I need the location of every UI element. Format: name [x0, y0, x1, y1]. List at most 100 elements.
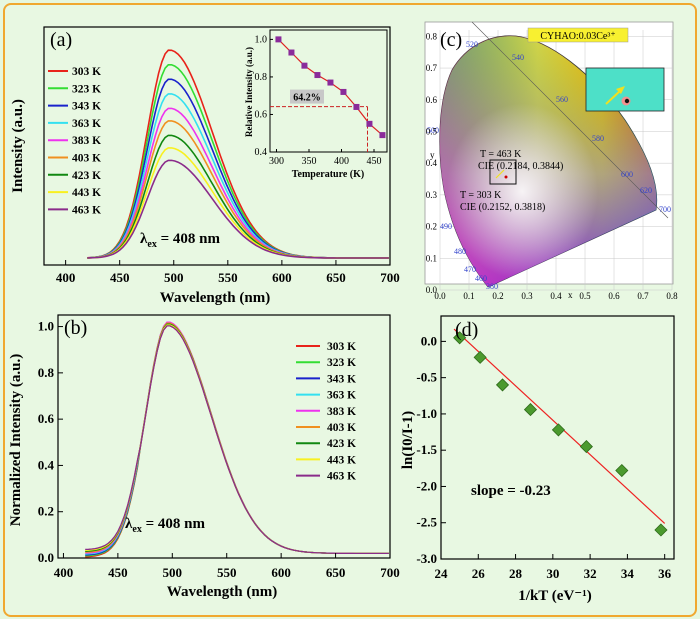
panel-a-x-tick-label: 600: [272, 270, 292, 285]
inset-reference-box: [290, 89, 324, 104]
panel-a-legend-label: 363 K: [72, 118, 101, 130]
panel-d-plot-frame: [440, 315, 675, 560]
inset-y-tick-label: 1.0: [255, 34, 268, 45]
panel-b-series-463K: [85, 325, 389, 555]
cie-x-tick-label: 0.4: [550, 291, 562, 301]
cie-x-tick-label: 0.8: [666, 291, 678, 301]
panel-a-legend-label: 423 K: [72, 170, 101, 182]
panel-a-legend-label: 463 K: [72, 204, 101, 216]
panel-a-legend-label: 323 K: [72, 83, 101, 95]
cie-x-tick-label: 0.0: [434, 291, 446, 301]
inset-marker: [314, 72, 321, 79]
cie-wavelength-label: 700: [659, 205, 671, 214]
panel-b-y-tick-label: 0.2: [38, 504, 54, 519]
panel-d-data-point: [473, 350, 487, 364]
cie-y-tick-label: 0.4: [426, 158, 438, 168]
panel-d-x-tick-label: 30: [546, 566, 559, 581]
cie-x-tick-label: 0.3: [521, 291, 533, 301]
panel-a-legend-label: 343 K: [72, 101, 101, 113]
cie-wavelength-label: 580: [592, 134, 604, 143]
panel-d-x-tick-label: 34: [621, 566, 635, 581]
panel-d-y-tick-label: -2.0: [416, 478, 437, 493]
inset-y-tick-label: 0.4: [255, 147, 268, 158]
panel-b-x-axis-label: Wavelength (nm): [167, 584, 277, 600]
panel-b-label: (b): [64, 317, 87, 339]
panel-d-data-point: [654, 523, 668, 537]
panel-b-plot-frame: [57, 314, 391, 559]
cie-wavelength-label: 520: [466, 40, 478, 49]
panel-b-legend-label: 443 K: [327, 454, 356, 466]
panel-b-x-tick-label: 500: [163, 565, 183, 580]
inset-y-tick-label: 0.8: [255, 72, 268, 83]
cie-wavelength-label: 460: [475, 274, 487, 283]
panel-b-y-tick-label: 0.4: [38, 457, 55, 472]
inset-marker: [301, 62, 308, 69]
inset-marker: [327, 79, 334, 86]
cie-wavelength-label: 470: [464, 265, 476, 274]
panel-a: 400 450 500 550 600 650 700 (a) Wavelength (nm…: [10, 26, 400, 306]
inset-marker: [379, 132, 386, 139]
inset-marker: [366, 120, 373, 127]
panel-b: 400 450 500 550 600 650 7000.00.20.40.60.81.0 …: [8, 314, 400, 600]
panel-d-y-tick-label: -1.5: [416, 442, 437, 457]
panel-a-inset-x-label: Temperature (K): [292, 169, 365, 180]
panel-d-y-tick-label: 0.0: [421, 333, 437, 348]
panel-b-y-tick-label: 0.8: [38, 365, 55, 380]
panel-b-legend-label: 383 K: [327, 406, 356, 418]
panel-c-label: (c): [440, 29, 462, 51]
cie-zoom-arrow: [605, 89, 622, 105]
panel-a-series-423K: [87, 134, 389, 259]
panel-d-label: (d): [455, 319, 478, 341]
panel-a-plot-frame: [43, 26, 391, 266]
panel-d-content: 24 26 28 30 32 34 36 0.0 -0.5 -1.0 -1.5 -2.0 -2.5 -3.…: [416, 328, 672, 581]
cie-label-463-cie: CIE (0.2184, 0.3844): [478, 161, 563, 172]
cie-planckian-line: [471, 21, 669, 219]
cie-x-tick-label: 0.1: [463, 291, 474, 301]
panel-d-y-tick-label: -0.5: [416, 370, 437, 385]
panel-b-x-tick-label: 600: [271, 565, 291, 580]
panel-d-x-tick-label: 36: [658, 566, 672, 581]
panel-b-legend-label: 303 K: [327, 341, 356, 353]
panel-a-x-tick-label: 500: [164, 270, 184, 285]
inset-marker: [353, 103, 360, 110]
cie-y-tick-label: 0.6: [426, 95, 438, 105]
cie-y-tick-label: 0.3: [426, 190, 438, 200]
cie-label-463-t: T = 463 K: [480, 149, 522, 160]
cie-zoom-arrow-head: [616, 86, 625, 94]
panel-a-series-463K: [87, 159, 389, 259]
panel-d-y-axis-label: ln(I0/I-1): [400, 411, 416, 469]
panel-b-x-tick-label: 400: [54, 565, 74, 580]
panel-b-y-tick-label: 1.0: [38, 319, 54, 334]
panel-b-curves: [85, 321, 389, 558]
panel-d-x-tick-label: 32: [584, 566, 597, 581]
panel-a-x-tick-label: 550: [218, 270, 238, 285]
cie-arrow: [495, 169, 505, 179]
panel-c: 380460470480490500520540560580600620700 …: [424, 21, 678, 301]
panel-a-legend-label: 403 K: [72, 153, 101, 165]
panel-d-data-point: [615, 463, 629, 478]
panel-b-x-tick-label: 650: [326, 565, 346, 580]
inset-marker: [340, 88, 347, 95]
cie-axes: 0.0 0.1 0.2 0.3 0.4 0.5 0.6 0.7 0.8 0.0 0.1 0.2 0.3 0…: [426, 31, 678, 301]
cie-x-tick-label: 0.2: [492, 291, 503, 301]
panel-a-x-tick-label: 650: [326, 270, 346, 285]
panel-a-x-tick-label: 450: [110, 270, 130, 285]
cie-y-tick-label: 0.2: [426, 222, 437, 232]
cie-wavelength-label: 500: [427, 126, 439, 135]
cie-wavelength-label: 600: [621, 170, 633, 179]
panel-b-y-tick-label: 0.0: [38, 550, 54, 565]
cie-wavelength-label: 540: [512, 53, 524, 62]
cie-wavelength-label: 490: [440, 222, 452, 231]
panel-d-data-point: [551, 423, 565, 437]
cie-x-axis-label: x: [568, 290, 573, 300]
cie-title: CYHAO:0.03Ce³⁺: [540, 31, 615, 42]
cie-zoom-region: [489, 159, 517, 185]
panel-b-y-tick-label: 0.6: [38, 411, 55, 426]
panel-b-legend-label: 423 K: [327, 438, 356, 450]
cie-y-tick-label: 0.0: [426, 285, 438, 295]
cie-wavelength-label: 560: [556, 95, 568, 104]
panel-a-x-tick-label: 400: [56, 270, 76, 285]
panel-a-curves: [87, 49, 389, 259]
